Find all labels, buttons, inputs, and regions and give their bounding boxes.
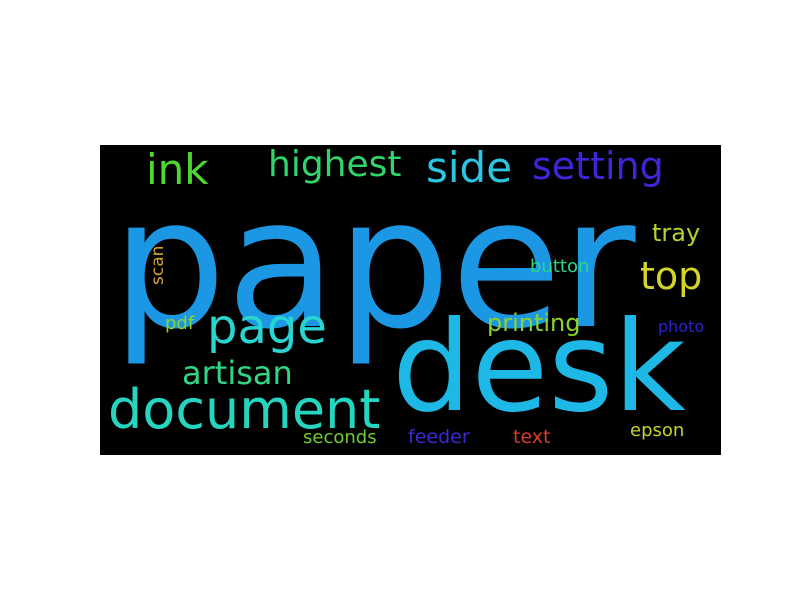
word-cloud: paper desk document page setting side hi… (100, 145, 721, 455)
word-tray: tray (652, 219, 701, 247)
word-page: page (207, 299, 327, 355)
word-desk: desk (392, 295, 686, 440)
word-side: side (426, 145, 513, 192)
word-paper: paper (112, 160, 636, 369)
word-top: top (640, 254, 703, 298)
word-button: button (530, 256, 590, 277)
word-seconds: seconds (303, 427, 377, 448)
word-highest: highest (268, 145, 402, 185)
word-photo: photo (658, 317, 705, 336)
word-text: text (513, 426, 551, 448)
word-ink: ink (146, 145, 209, 194)
word-setting: setting (532, 145, 664, 188)
word-epson: epson (630, 420, 685, 441)
word-pdf: pdf (165, 313, 195, 334)
word-printing: printing (487, 309, 581, 337)
word-artisan: artisan (182, 354, 293, 392)
word-document: document (108, 378, 381, 441)
word-feeder: feeder (408, 426, 470, 448)
word-scan: scan (148, 245, 168, 285)
